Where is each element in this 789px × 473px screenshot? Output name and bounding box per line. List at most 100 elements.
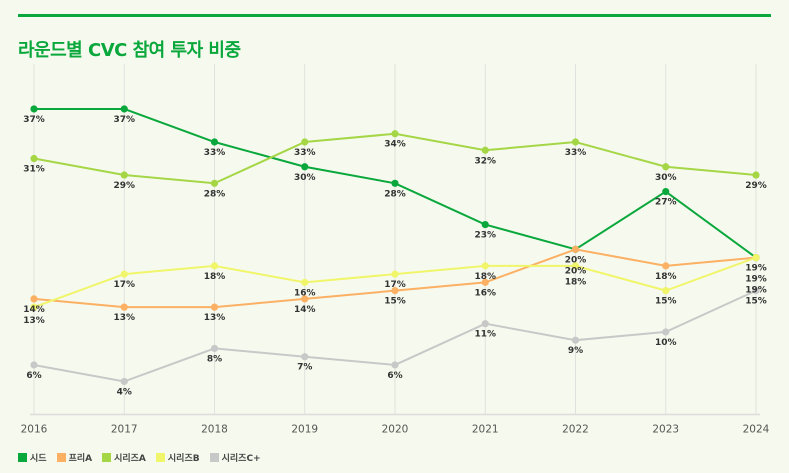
data-label: 14%: [294, 305, 316, 315]
data-point: [391, 361, 399, 369]
data-point: [210, 344, 219, 353]
legend: 시드 프리A 시리즈A 시리즈B 시리즈C+: [18, 451, 261, 464]
data-label: 6%: [387, 371, 402, 381]
data-point: [301, 353, 309, 361]
data-label: 18%: [204, 272, 226, 282]
data-label: 32%: [474, 156, 496, 166]
data-point: [120, 303, 128, 311]
data-label: 8%: [207, 354, 222, 364]
data-label: 19%: [745, 286, 767, 296]
legend-swatch: [209, 453, 219, 462]
data-label: 15%: [384, 297, 406, 307]
data-point: [30, 295, 38, 303]
data-label: 28%: [384, 189, 406, 199]
legend-swatch: [18, 453, 27, 462]
data-point: [662, 163, 670, 171]
data-point: [30, 361, 38, 369]
data-point: [391, 270, 399, 278]
data-point: [120, 377, 128, 386]
x-tick-label: 2016: [21, 424, 48, 436]
x-tick-label: 2019: [291, 424, 318, 436]
x-tick-label: 2023: [652, 424, 679, 436]
legend-label: 프리A: [68, 454, 93, 464]
data-point: [662, 328, 670, 336]
legend-label: 시리즈A: [114, 454, 146, 464]
data-point: [662, 262, 670, 270]
data-point: [301, 278, 309, 286]
data-label: 28%: [204, 189, 226, 199]
data-label: 13%: [23, 316, 45, 326]
data-label: 17%: [113, 280, 135, 290]
data-label: 29%: [113, 181, 135, 191]
data-label: 20%: [565, 266, 587, 276]
data-point: [391, 130, 399, 138]
data-label: 13%: [113, 313, 135, 323]
data-label: 37%: [23, 115, 45, 125]
data-point: [30, 303, 38, 311]
data-label: 7%: [297, 363, 312, 373]
legend-swatch: [155, 453, 165, 462]
data-point: [210, 138, 219, 146]
data-label: 19%: [745, 275, 767, 285]
data-point: [481, 146, 489, 154]
data-point: [301, 295, 309, 303]
data-point: [120, 171, 128, 179]
x-tick-label: 2018: [201, 424, 228, 436]
data-point: [752, 287, 760, 295]
data-point: [210, 179, 219, 187]
x-tick-label: 2022: [562, 424, 589, 436]
data-label: 23%: [474, 231, 496, 241]
legend-label: 시리즈B: [167, 454, 200, 464]
x-tick-label: 2024: [743, 424, 770, 436]
data-label: 30%: [655, 173, 677, 183]
data-point: [120, 105, 128, 113]
data-point: [481, 262, 489, 270]
data-point: [391, 287, 399, 295]
top-accent-bar: [18, 14, 771, 17]
data-point: [30, 154, 38, 163]
data-label: 10%: [655, 338, 677, 348]
data-point: [481, 220, 489, 229]
legend-item: 시리즈A: [102, 451, 146, 464]
data-point: [120, 270, 128, 278]
data-label: 29%: [745, 181, 767, 191]
data-label: 27%: [655, 198, 677, 208]
data-point: [571, 245, 580, 253]
data-point: [30, 105, 38, 113]
data-point: [481, 320, 489, 328]
data-point: [662, 287, 670, 295]
data-point: [571, 262, 580, 270]
data-label: 33%: [565, 148, 587, 158]
data-point: [571, 138, 580, 146]
data-label: 18%: [565, 277, 587, 287]
data-point: [662, 187, 670, 196]
data-label: 16%: [294, 288, 316, 298]
data-label: 6%: [26, 371, 41, 381]
data-label: 17%: [384, 280, 406, 290]
data-label: 31%: [23, 165, 45, 175]
legend-swatch: [102, 453, 112, 462]
legend-item: 시리즈B: [155, 451, 200, 464]
data-label: 13%: [204, 313, 226, 323]
data-point: [210, 303, 219, 311]
legend-item: 시리즈C+: [209, 451, 261, 464]
data-point: [301, 138, 309, 146]
data-label: 34%: [384, 140, 406, 150]
data-label: 18%: [474, 272, 496, 282]
data-point: [391, 179, 399, 187]
data-label: 4%: [117, 387, 132, 397]
x-tick-label: 2021: [472, 424, 499, 436]
data-point: [210, 262, 219, 270]
data-label: 30%: [294, 173, 316, 183]
data-label: 19%: [745, 264, 767, 274]
data-label: 14%: [23, 305, 45, 315]
legend-swatch: [56, 453, 66, 462]
data-point: [301, 163, 309, 171]
data-label: 33%: [204, 148, 226, 158]
data-label: 33%: [294, 148, 316, 158]
legend-label: 시드: [30, 454, 47, 464]
legend-item: 시드: [18, 451, 47, 464]
data-label: 18%: [655, 272, 677, 282]
data-label: 9%: [568, 346, 583, 356]
data-point: [481, 278, 489, 286]
